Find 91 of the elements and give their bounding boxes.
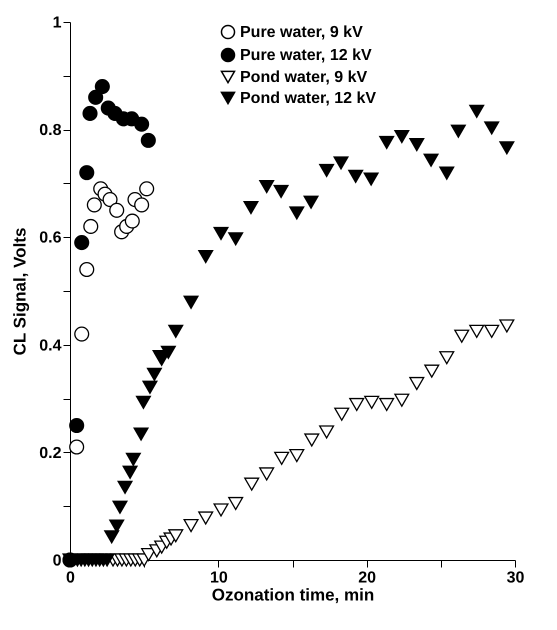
x-tick-label: 20 — [358, 570, 376, 586]
point — [349, 398, 364, 412]
x-tick-label: 10 — [210, 570, 228, 586]
point — [450, 124, 466, 138]
point — [134, 427, 149, 441]
point — [394, 130, 410, 144]
point — [319, 164, 334, 178]
point — [484, 121, 500, 135]
y-axis-title: CL Signal, Volts — [10, 228, 30, 356]
point — [136, 396, 151, 409]
point — [424, 154, 439, 167]
y-tick-label: 0 — [52, 552, 62, 570]
point — [379, 136, 394, 150]
point — [394, 394, 410, 407]
point — [289, 449, 304, 462]
point — [243, 200, 259, 214]
y-tick-label: 1 — [52, 14, 62, 32]
point — [228, 496, 244, 510]
point — [198, 511, 214, 525]
y-tick-label: 0.2 — [39, 444, 62, 462]
point — [142, 380, 158, 394]
point — [364, 172, 379, 186]
point — [184, 296, 199, 309]
point — [74, 326, 90, 342]
point — [439, 351, 454, 364]
point — [86, 197, 102, 212]
point — [74, 235, 90, 250]
point — [168, 529, 184, 542]
point — [289, 206, 304, 220]
point — [140, 132, 156, 148]
point — [94, 79, 110, 94]
point — [88, 90, 104, 105]
point — [102, 192, 118, 208]
point — [69, 418, 84, 434]
point — [82, 106, 98, 121]
point — [160, 346, 176, 359]
x-tick-label: 30 — [506, 570, 524, 586]
point — [109, 202, 124, 218]
point — [112, 500, 128, 514]
point — [304, 196, 319, 209]
point — [319, 425, 334, 439]
legend-label: Pond water, 9 kV — [240, 69, 368, 86]
point — [469, 324, 484, 338]
point — [484, 324, 500, 338]
point — [79, 165, 94, 180]
point — [274, 452, 290, 465]
point — [454, 330, 470, 343]
point — [259, 180, 274, 194]
point — [198, 250, 214, 264]
point — [469, 104, 484, 118]
y-tick-label: 0.6 — [39, 230, 62, 247]
point — [259, 467, 274, 481]
point — [228, 232, 244, 246]
point — [439, 166, 454, 180]
point — [409, 138, 424, 152]
point — [409, 376, 424, 390]
point — [83, 218, 98, 234]
point — [379, 398, 394, 412]
point — [274, 184, 289, 198]
point — [104, 530, 120, 544]
y-tick-label: 0.8 — [39, 122, 62, 140]
point — [134, 197, 150, 212]
point — [213, 503, 229, 517]
legend-label: Pond water, 12 kV — [240, 90, 376, 107]
point — [499, 141, 514, 155]
legend-label: Pure water, 12 kV — [240, 47, 372, 64]
point — [100, 553, 115, 567]
legend-label: Pure water, 9 kV — [240, 24, 364, 41]
point — [69, 439, 84, 455]
point — [124, 214, 140, 229]
point — [126, 452, 141, 466]
point — [348, 170, 364, 184]
point — [117, 480, 133, 494]
point — [334, 408, 350, 421]
point — [499, 319, 514, 333]
point — [213, 226, 229, 240]
point — [304, 433, 320, 447]
point — [184, 518, 199, 532]
point — [122, 466, 138, 479]
point — [134, 116, 150, 132]
point — [139, 181, 154, 196]
point — [333, 156, 349, 170]
point — [364, 396, 380, 409]
x-tick-label: 0 — [66, 570, 76, 586]
point — [79, 262, 94, 278]
y-tick-label: 0.4 — [39, 337, 62, 354]
point — [424, 364, 440, 378]
point — [168, 324, 184, 338]
x-axis-title: Ozonation time, min — [212, 586, 374, 604]
point — [146, 368, 162, 382]
point — [244, 478, 260, 491]
